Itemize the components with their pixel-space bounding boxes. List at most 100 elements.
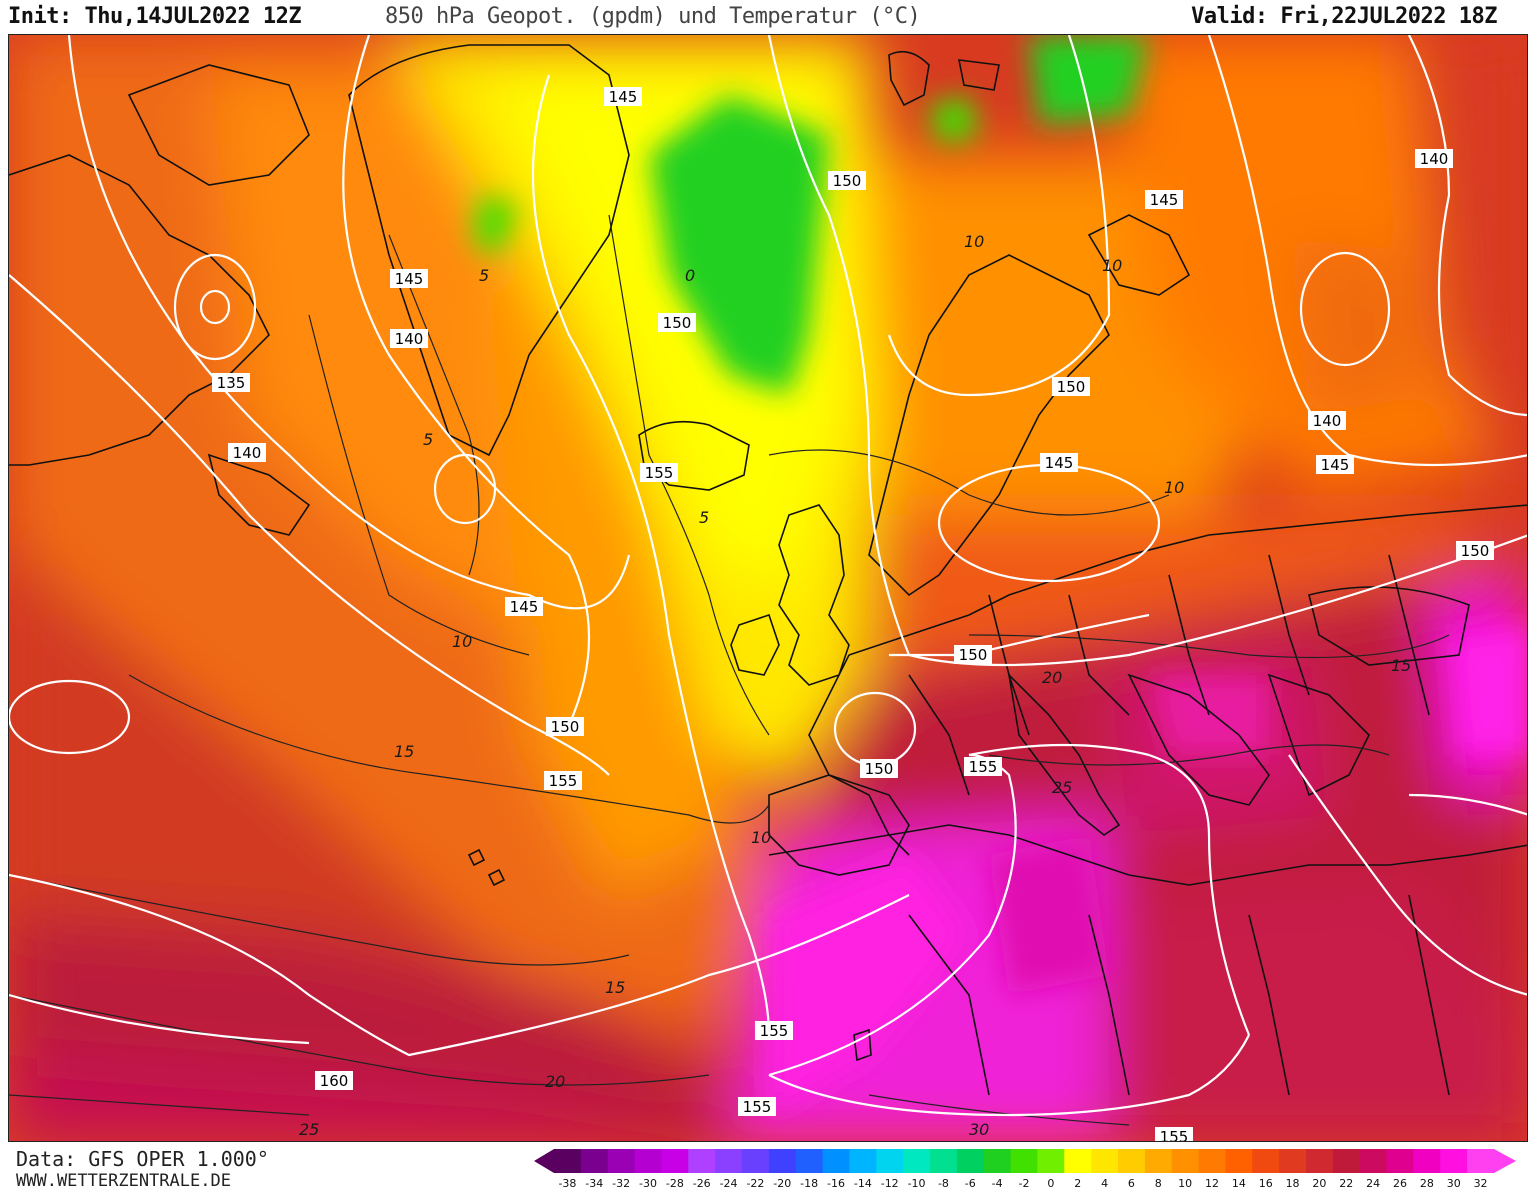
legend-tick-label: 2 bbox=[1074, 1177, 1082, 1190]
legend-swatch bbox=[1332, 1149, 1361, 1173]
svg-text:135: 135 bbox=[217, 374, 246, 392]
temperature-label: 15 bbox=[605, 978, 625, 997]
legend-tick-label: 28 bbox=[1419, 1177, 1434, 1190]
svg-text:150: 150 bbox=[959, 646, 988, 664]
valid-time: Valid: Fri,22JUL2022 18Z bbox=[1191, 4, 1497, 29]
legend-arrow-right bbox=[1494, 1149, 1516, 1173]
legend-swatch bbox=[956, 1149, 985, 1173]
legend-tick-label: 14 bbox=[1231, 1177, 1246, 1190]
temperature-label: 0 bbox=[685, 266, 695, 285]
legend-tick-label: -34 bbox=[585, 1177, 604, 1190]
website-link[interactable]: WWW.WETTERZENTRALE.DE bbox=[16, 1171, 231, 1191]
geopotential-label: 150 bbox=[658, 313, 696, 332]
svg-text:150: 150 bbox=[551, 718, 580, 736]
legend-swatch bbox=[1037, 1149, 1065, 1173]
geopotential-label: 145 bbox=[1145, 190, 1183, 209]
legend-swatch bbox=[661, 1149, 689, 1173]
header: Init: Thu,14JUL2022 12Z 850 hPa Geopot. … bbox=[0, 0, 1537, 34]
color-legend: -38 -34 -32 -30 -28 -26 -24 -22 -20 -18 -16 -14 -12-… bbox=[530, 1147, 1520, 1190]
temperature-label: 30 bbox=[969, 1120, 989, 1139]
svg-text:145: 145 bbox=[1150, 191, 1179, 209]
geopotential-label: 140 bbox=[390, 329, 428, 348]
footer: Data: GFS OPER 1.000° WWW.WETTERZENTRALE… bbox=[0, 1143, 1537, 1200]
temperature-label: 25 bbox=[299, 1120, 319, 1139]
legend-tick-label: -4 bbox=[991, 1177, 1003, 1190]
legend-tick-label: -6 bbox=[964, 1177, 976, 1190]
svg-text:140: 140 bbox=[233, 444, 262, 462]
legend-tick-label: 22 bbox=[1339, 1177, 1354, 1190]
svg-text:160: 160 bbox=[320, 1072, 349, 1090]
temperature-label: 20 bbox=[1042, 668, 1062, 687]
legend-swatch bbox=[795, 1149, 824, 1173]
legend-tick-label: -2 bbox=[1018, 1177, 1030, 1190]
svg-text:145: 145 bbox=[1321, 456, 1350, 474]
geopotential-label: 145 bbox=[1040, 453, 1078, 472]
geopotential-label: 150 bbox=[1456, 541, 1494, 560]
temperature-label: 10 bbox=[1164, 478, 1184, 497]
map-title: 850 hPa Geopot. (gpdm) und Temperatur (°… bbox=[385, 4, 921, 29]
legend-swatch bbox=[1440, 1149, 1468, 1173]
svg-text:155: 155 bbox=[760, 1022, 789, 1040]
legend-tick-label: -22 bbox=[746, 1177, 765, 1190]
temperature-field bbox=[9, 35, 1527, 1141]
svg-text:140: 140 bbox=[1420, 150, 1449, 168]
svg-text:150: 150 bbox=[1057, 378, 1086, 396]
legend-tick-label: -14 bbox=[853, 1177, 872, 1190]
temperature-label: 10 bbox=[964, 232, 984, 251]
legend-swatch bbox=[1171, 1149, 1200, 1173]
legend-swatch bbox=[930, 1149, 958, 1173]
legend-arrow-left bbox=[534, 1149, 554, 1173]
legend-swatch bbox=[876, 1149, 904, 1173]
legend-swatch bbox=[554, 1149, 582, 1173]
legend-swatch bbox=[983, 1149, 1012, 1173]
geopotential-label: 145 bbox=[1316, 455, 1354, 474]
temperature-label: 5 bbox=[699, 508, 709, 527]
weather-map[interactable]: 145 150 145 140 145 135 140 150 140 155 150 145 145 1… bbox=[8, 34, 1528, 1142]
legend-swatch bbox=[1091, 1149, 1119, 1173]
legend-tick-label: -38 bbox=[558, 1177, 577, 1190]
legend-tick-label: -26 bbox=[692, 1177, 711, 1190]
legend-tick-label: -30 bbox=[639, 1177, 657, 1190]
legend-tick-label: 20 bbox=[1312, 1177, 1327, 1190]
svg-text:150: 150 bbox=[865, 760, 894, 778]
legend-swatch bbox=[768, 1149, 797, 1173]
svg-text:140: 140 bbox=[395, 330, 424, 348]
legend-tick-label: 10 bbox=[1178, 1177, 1193, 1190]
legend-swatch bbox=[580, 1149, 609, 1173]
data-source: Data: GFS OPER 1.000° bbox=[16, 1147, 269, 1171]
legend-tick-label: 24 bbox=[1366, 1177, 1381, 1190]
legend-swatch bbox=[607, 1149, 636, 1173]
coastlines bbox=[9, 44, 1527, 1096]
legend-swatch bbox=[849, 1149, 877, 1173]
svg-text:155: 155 bbox=[1160, 1128, 1189, 1142]
legend-tick-label: -16 bbox=[827, 1177, 845, 1190]
temperature-label: 15 bbox=[394, 742, 414, 761]
legend-swatch bbox=[1118, 1149, 1146, 1173]
legend-swatch bbox=[1413, 1149, 1441, 1173]
legend-swatch bbox=[1467, 1149, 1495, 1173]
legend-tick-label: -12 bbox=[880, 1177, 899, 1190]
legend-swatch bbox=[1144, 1149, 1173, 1173]
geopotential-label: 155 bbox=[755, 1021, 793, 1040]
svg-text:145: 145 bbox=[510, 598, 539, 616]
geopotential-label: 135 bbox=[212, 373, 250, 392]
geopotential-label: 155 bbox=[1155, 1127, 1193, 1142]
geopotential-label: 140 bbox=[228, 443, 266, 462]
geopotential-label: 160 bbox=[315, 1071, 353, 1090]
temperature-label: 25 bbox=[1052, 778, 1072, 797]
geopotential-labels: 1451501451401451351401501401551501451451… bbox=[212, 87, 1494, 1142]
map-canvas: 1451501451401451351401501401551501451451… bbox=[9, 35, 1527, 1142]
legend-tick-label: 12 bbox=[1205, 1177, 1219, 1190]
geopotential-label: 150 bbox=[860, 759, 898, 778]
legend-swatch bbox=[1252, 1149, 1280, 1173]
legend-tick-label: 4 bbox=[1101, 1177, 1109, 1190]
geopotential-label: 155 bbox=[640, 463, 678, 482]
svg-text:150: 150 bbox=[833, 172, 862, 190]
svg-text:150: 150 bbox=[663, 314, 692, 332]
geopotential-label: 145 bbox=[604, 87, 642, 106]
svg-text:155: 155 bbox=[969, 758, 998, 776]
svg-text:140: 140 bbox=[1313, 412, 1342, 430]
svg-text:155: 155 bbox=[645, 464, 674, 482]
legend-swatch bbox=[822, 1149, 850, 1173]
legend-tick-label: 30 bbox=[1446, 1177, 1461, 1190]
